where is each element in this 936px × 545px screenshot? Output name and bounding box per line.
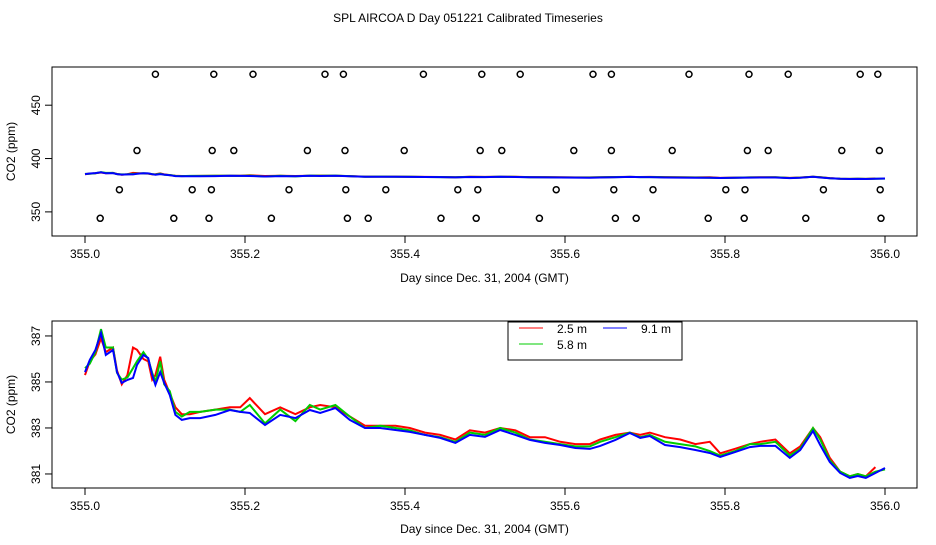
data-point-circle [877, 214, 885, 223]
x-tick-label: 355.2 [230, 247, 260, 261]
data-point-circle [343, 214, 352, 223]
data-point-circle [535, 214, 544, 223]
data-point-circle [741, 185, 749, 194]
data-point-circle [400, 146, 408, 155]
data-point-circle [188, 185, 196, 194]
data-point-circle [341, 146, 349, 155]
data-point-circle [454, 185, 462, 194]
data-point-circle [151, 70, 160, 79]
data-point-circle [321, 70, 329, 79]
data-point-circle [339, 70, 348, 79]
data-point-circle [745, 70, 753, 79]
data-point-circle [838, 146, 846, 155]
data-point-circle [516, 70, 524, 79]
data-point-circle [230, 146, 238, 155]
data-point-circle [476, 146, 484, 155]
data-point-circle [208, 146, 216, 155]
y-tick-label: 387 [29, 326, 43, 346]
x-tick-label: 355.8 [710, 247, 740, 261]
data-point-circle [607, 70, 616, 79]
x-tick-label: 355.6 [550, 499, 580, 513]
data-point-circle [364, 214, 372, 223]
y-tick-label: 385 [29, 372, 43, 392]
x-tick-label: 355.0 [70, 247, 100, 261]
y-tick-label: 350 [29, 202, 43, 222]
data-point-circle [285, 185, 293, 194]
data-point-circle [419, 70, 428, 79]
data-point-circle [874, 70, 882, 79]
legend-label: 9.1 m [641, 322, 671, 336]
data-point-circle [819, 185, 828, 194]
data-point-circle [611, 214, 620, 223]
series-line-91m [84, 171, 886, 181]
legend-label: 5.8 m [557, 338, 587, 352]
data-point-circle [210, 70, 218, 79]
plot-frame [51, 320, 918, 489]
data-point-circle [552, 185, 560, 194]
data-point-circle [607, 146, 616, 155]
x-tick-label: 356.0 [870, 247, 900, 261]
data-point-circle [632, 214, 640, 223]
data-point-circle [784, 70, 792, 79]
panel-bottom: 355.0 355.2 355.4 355.6 355.8 356.0 381 383 385 3… [4, 320, 918, 536]
data-point-circle [668, 146, 676, 155]
data-point-circle [704, 214, 712, 223]
y-tick-label: 381 [29, 464, 43, 484]
data-point-circle [722, 185, 730, 194]
data-point-circle [649, 185, 657, 194]
data-point-circle [875, 146, 884, 155]
data-point-circle [802, 214, 810, 223]
y-axis-label: CO2 (ppm) [4, 375, 18, 434]
data-point-circle [478, 70, 486, 79]
panel-top: 355.0 355.2 355.4 355.6 355.8 356.0 350 400 450 D… [4, 66, 918, 285]
chart-title: SPL AIRCOA D Day 051221 Calibrated Times… [333, 11, 603, 25]
data-point-circle [589, 70, 597, 79]
plot-frame [51, 66, 918, 237]
data-point-circle [303, 146, 312, 155]
data-point-circle [685, 70, 693, 79]
data-point-circle [96, 214, 104, 223]
data-point-circle [115, 185, 124, 194]
data-point-circle [267, 214, 276, 223]
y-axis-label: CO2 (ppm) [4, 122, 18, 181]
data-point-circle [472, 214, 480, 223]
data-point-circle [249, 70, 257, 79]
x-tick-label: 355.4 [390, 247, 420, 261]
x-tick-label: 356.0 [870, 499, 900, 513]
y-tick-label: 383 [29, 418, 43, 438]
x-tick-label: 355.6 [550, 247, 580, 261]
data-point-circle [382, 185, 390, 194]
legend-label: 2.5 m [557, 322, 587, 336]
data-point-circle [170, 214, 178, 223]
y-tick-label: 400 [29, 148, 43, 168]
data-point-circle [570, 146, 578, 155]
data-point-circle [207, 185, 216, 194]
data-point-circle [876, 185, 884, 194]
series-line-91m [84, 329, 886, 479]
data-point-circle [498, 146, 506, 155]
data-point-circle [133, 146, 141, 155]
x-tick-label: 355.8 [710, 499, 740, 513]
data-point-circle [474, 185, 482, 194]
x-tick-label: 355.4 [390, 499, 420, 513]
x-axis-label: Day since Dec. 31, 2004 (GMT) [400, 522, 569, 536]
data-point-circle [610, 185, 618, 194]
x-axis-label: Day since Dec. 31, 2004 (GMT) [400, 271, 569, 285]
x-tick-label: 355.2 [230, 499, 260, 513]
data-point-circle [764, 146, 772, 155]
data-point-circle [743, 146, 752, 155]
series-line-58m [84, 328, 886, 478]
y-tick-label: 450 [29, 95, 43, 115]
data-point-circle [437, 214, 445, 223]
data-point-circle [856, 70, 864, 79]
series-line-25m [84, 335, 877, 478]
x-tick-label: 355.0 [70, 499, 100, 513]
legend: 2.5 m 9.1 m 5.8 m [507, 321, 683, 361]
data-point-circle [342, 185, 350, 194]
data-point-circle [740, 214, 748, 223]
data-point-circle [205, 214, 213, 223]
